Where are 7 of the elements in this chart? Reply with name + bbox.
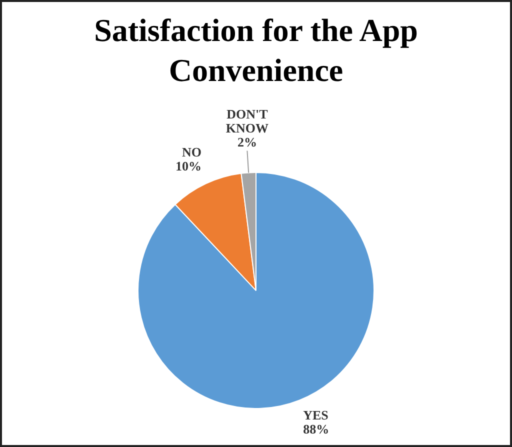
data-label: 10% [176,158,202,174]
slice-label: DON'T KNOW [226,106,269,136]
slice-label: YES [303,407,328,422]
chart-title: Satisfaction for the App Convenience [93,11,419,90]
data-label: 88% [303,421,330,436]
slice-label: NO [182,144,202,160]
data-label: 2% [237,134,257,150]
